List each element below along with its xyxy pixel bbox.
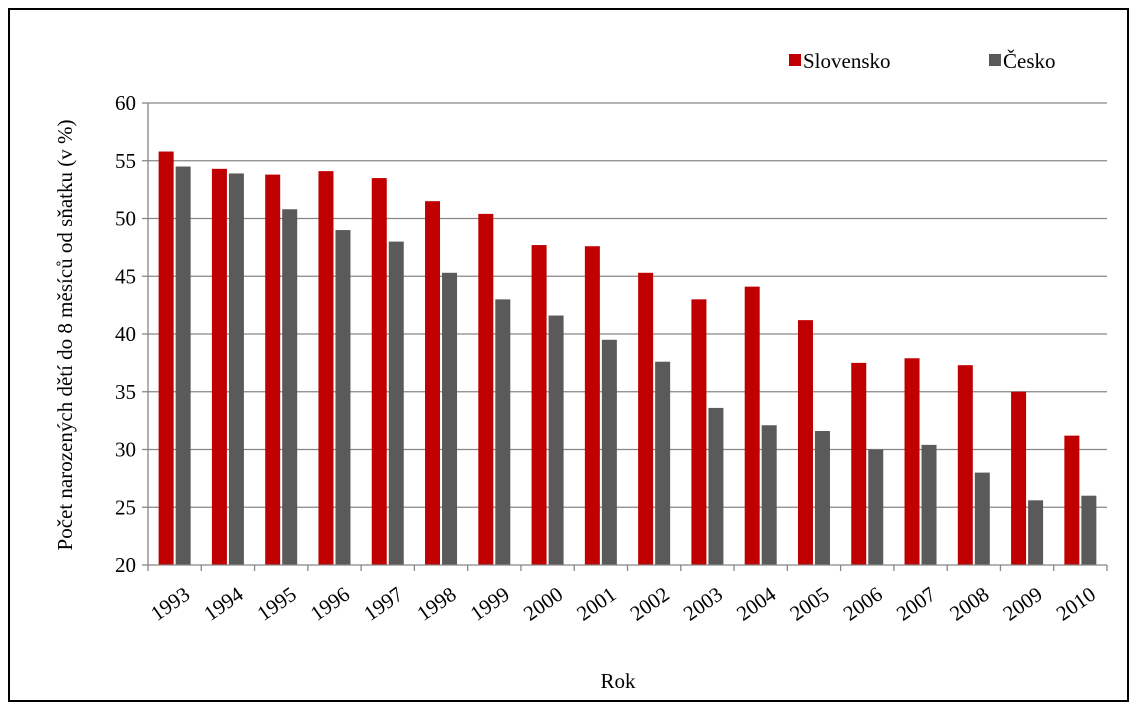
bar-slovensko-2002 xyxy=(638,272,654,565)
bar-cesko-2009 xyxy=(1028,500,1044,565)
y-tick-label: 30 xyxy=(115,438,136,462)
bar-slovensko-1999 xyxy=(478,213,494,565)
x-tick-label: 2007 xyxy=(892,582,940,626)
bar-cesko-2002 xyxy=(655,361,671,565)
legend-swatch-slovensko xyxy=(789,54,801,66)
legend-label-slovensko: Slovensko xyxy=(803,49,891,73)
y-tick-label: 20 xyxy=(115,553,136,577)
x-tick-label: 1998 xyxy=(412,582,460,626)
x-tick-label: 1997 xyxy=(359,582,407,626)
bar-cesko-2004 xyxy=(761,425,777,565)
bar-cesko-1995 xyxy=(282,209,298,565)
x-tick-label: 1995 xyxy=(253,582,301,626)
bar-cesko-1994 xyxy=(228,173,244,565)
bar-cesko-1998 xyxy=(442,272,458,565)
x-tick-label: 2002 xyxy=(626,582,674,626)
y-tick-label: 25 xyxy=(115,495,136,519)
bar-cesko-2010 xyxy=(1081,495,1097,565)
x-axis-title: Rok xyxy=(600,669,636,693)
bar-cesko-1993 xyxy=(175,166,191,565)
legend: Slovensko Česko xyxy=(789,49,1056,73)
y-tick-label: 60 xyxy=(115,91,136,115)
x-tick-label: 2001 xyxy=(572,582,620,626)
x-tick-label: 2000 xyxy=(519,582,567,626)
x-tick-label: 1994 xyxy=(199,582,248,626)
gridlines xyxy=(148,102,1107,508)
y-tick-labels: 20 25 30 35 40 45 50 55 60 xyxy=(115,91,148,577)
x-tick-label: 2005 xyxy=(785,582,833,626)
bar-slovensko-1993 xyxy=(158,151,174,565)
bar-slovensko-1996 xyxy=(318,171,334,565)
y-tick-label: 55 xyxy=(115,149,136,173)
bar-cesko-2000 xyxy=(548,315,564,565)
bar-cesko-2007 xyxy=(921,444,937,565)
bar-slovensko-1995 xyxy=(265,174,281,566)
bar-slovensko-2007 xyxy=(904,358,920,565)
legend-swatch-cesko xyxy=(989,54,1001,66)
bar-slovensko-2004 xyxy=(744,286,760,565)
bar-slovensko-2008 xyxy=(957,365,973,565)
bar-cesko-2008 xyxy=(974,472,990,565)
x-tick-label: 2008 xyxy=(945,582,993,626)
x-tick-label: 2006 xyxy=(839,582,887,626)
bar-slovensko-1997 xyxy=(371,178,387,565)
bar-slovensko-2003 xyxy=(691,299,707,565)
x-tick-label: 1993 xyxy=(146,582,194,626)
bar-cesko-2006 xyxy=(868,449,884,565)
bar-cesko-1996 xyxy=(335,230,351,566)
bar-cesko-2003 xyxy=(708,407,724,565)
bar-cesko-1997 xyxy=(388,241,404,565)
bar-slovensko-2010 xyxy=(1064,435,1080,565)
x-tick-label: 2010 xyxy=(1052,582,1100,626)
x-tick-label: 2003 xyxy=(679,582,727,626)
bar-cesko-2005 xyxy=(814,431,830,565)
y-tick-label: 35 xyxy=(115,380,136,404)
bar-slovensko-1994 xyxy=(211,168,227,565)
y-axis-title: Počet narozených dětí do 8 měsíců od sňa… xyxy=(53,120,77,551)
bar-slovensko-2001 xyxy=(584,246,600,565)
legend-label-cesko: Česko xyxy=(1003,49,1056,73)
bar-slovensko-1998 xyxy=(425,201,441,566)
bar-slovensko-2005 xyxy=(797,320,813,565)
y-tick-label: 50 xyxy=(115,207,136,231)
bar-cesko-1999 xyxy=(495,299,511,565)
x-tick-labels: 1993 1994 1995 1996 1997 1998 1999 2000 2001 2002… xyxy=(146,582,1100,626)
chart-frame xyxy=(8,8,1129,702)
x-tick-label: 1996 xyxy=(306,582,354,626)
y-tick-label: 45 xyxy=(115,264,136,288)
bar-slovensko-2009 xyxy=(1011,391,1027,565)
x-tick-label: 2009 xyxy=(999,582,1047,626)
y-tick-label: 40 xyxy=(115,322,136,346)
bar-slovensko-2006 xyxy=(851,362,867,565)
bar-slovensko-2000 xyxy=(531,245,547,565)
bar-cesko-2001 xyxy=(601,339,617,565)
x-tick-label: 1999 xyxy=(466,582,514,626)
x-tick-label: 2004 xyxy=(732,582,781,626)
bars xyxy=(158,151,1097,566)
